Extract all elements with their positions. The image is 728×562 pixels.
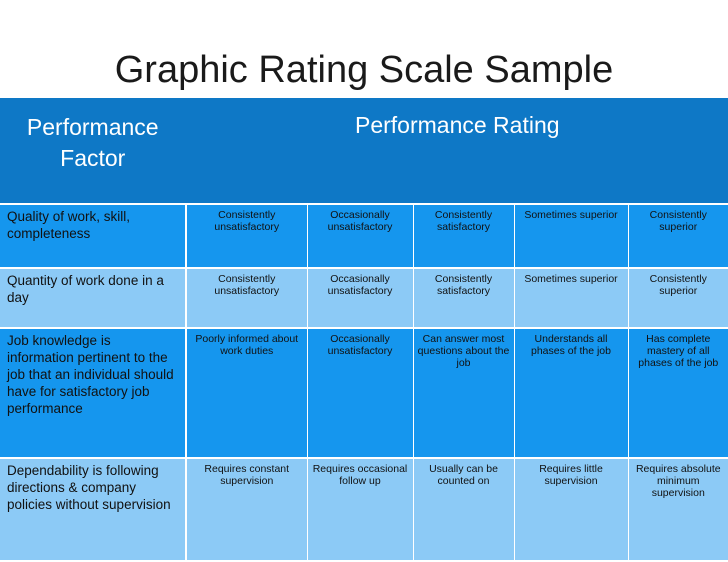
factor-cell: Quantity of work done in a day	[0, 268, 187, 329]
rating-cell: Understands all phases of the job	[514, 328, 629, 459]
factor-cell: Job knowledge is information pertinent t…	[0, 328, 187, 459]
table-row: Quantity of work done in a day Consisten…	[0, 268, 728, 329]
rating-scale-table: Performance Factor Performance Rating Qu…	[0, 98, 728, 562]
header-performance-rating: Performance Rating	[186, 98, 728, 205]
rating-cell: Consistently superior	[628, 268, 728, 329]
table-row: Dependability is following directions & …	[0, 458, 728, 562]
table-row: Job knowledge is information pertinent t…	[0, 328, 728, 459]
rating-cell: Sometimes superior	[514, 204, 629, 269]
table-row: Quality of work, skill, completeness Con…	[0, 204, 728, 269]
rating-cell: Poorly informed about work duties	[186, 328, 308, 459]
rating-cell: Has complete mastery of all phases of th…	[628, 328, 728, 459]
rating-cell: Consistently superior	[628, 204, 728, 269]
rating-cell: Consistently unsatisfactory	[186, 268, 308, 329]
rating-cell: Occasionally unsatisfactory	[307, 328, 414, 459]
rating-cell: Requires little supervision	[514, 458, 629, 562]
rating-cell: Consistently unsatisfactory	[186, 204, 308, 269]
page-title: Graphic Rating Scale Sample	[114, 49, 614, 91]
rating-cell: Requires occasional follow up	[307, 458, 414, 562]
rating-cell: Consistently satisfactory	[413, 204, 515, 269]
rating-cell: Requires absolute minimum supervision	[628, 458, 728, 562]
header-performance-factor: Performance Factor	[0, 98, 187, 205]
rating-cell: Occasionally unsatisfactory	[307, 204, 414, 269]
rating-cell: Occasionally unsatisfactory	[307, 268, 414, 329]
rating-cell: Sometimes superior	[514, 268, 629, 329]
rating-cell: Usually can be counted on	[413, 458, 515, 562]
rating-cell: Consistently satisfactory	[413, 268, 515, 329]
rating-cell: Can answer most questions about the job	[413, 328, 515, 459]
factor-cell: Dependability is following directions & …	[0, 458, 187, 562]
rating-cell: Requires constant supervision	[186, 458, 308, 562]
factor-cell: Quality of work, skill, completeness	[0, 204, 187, 269]
